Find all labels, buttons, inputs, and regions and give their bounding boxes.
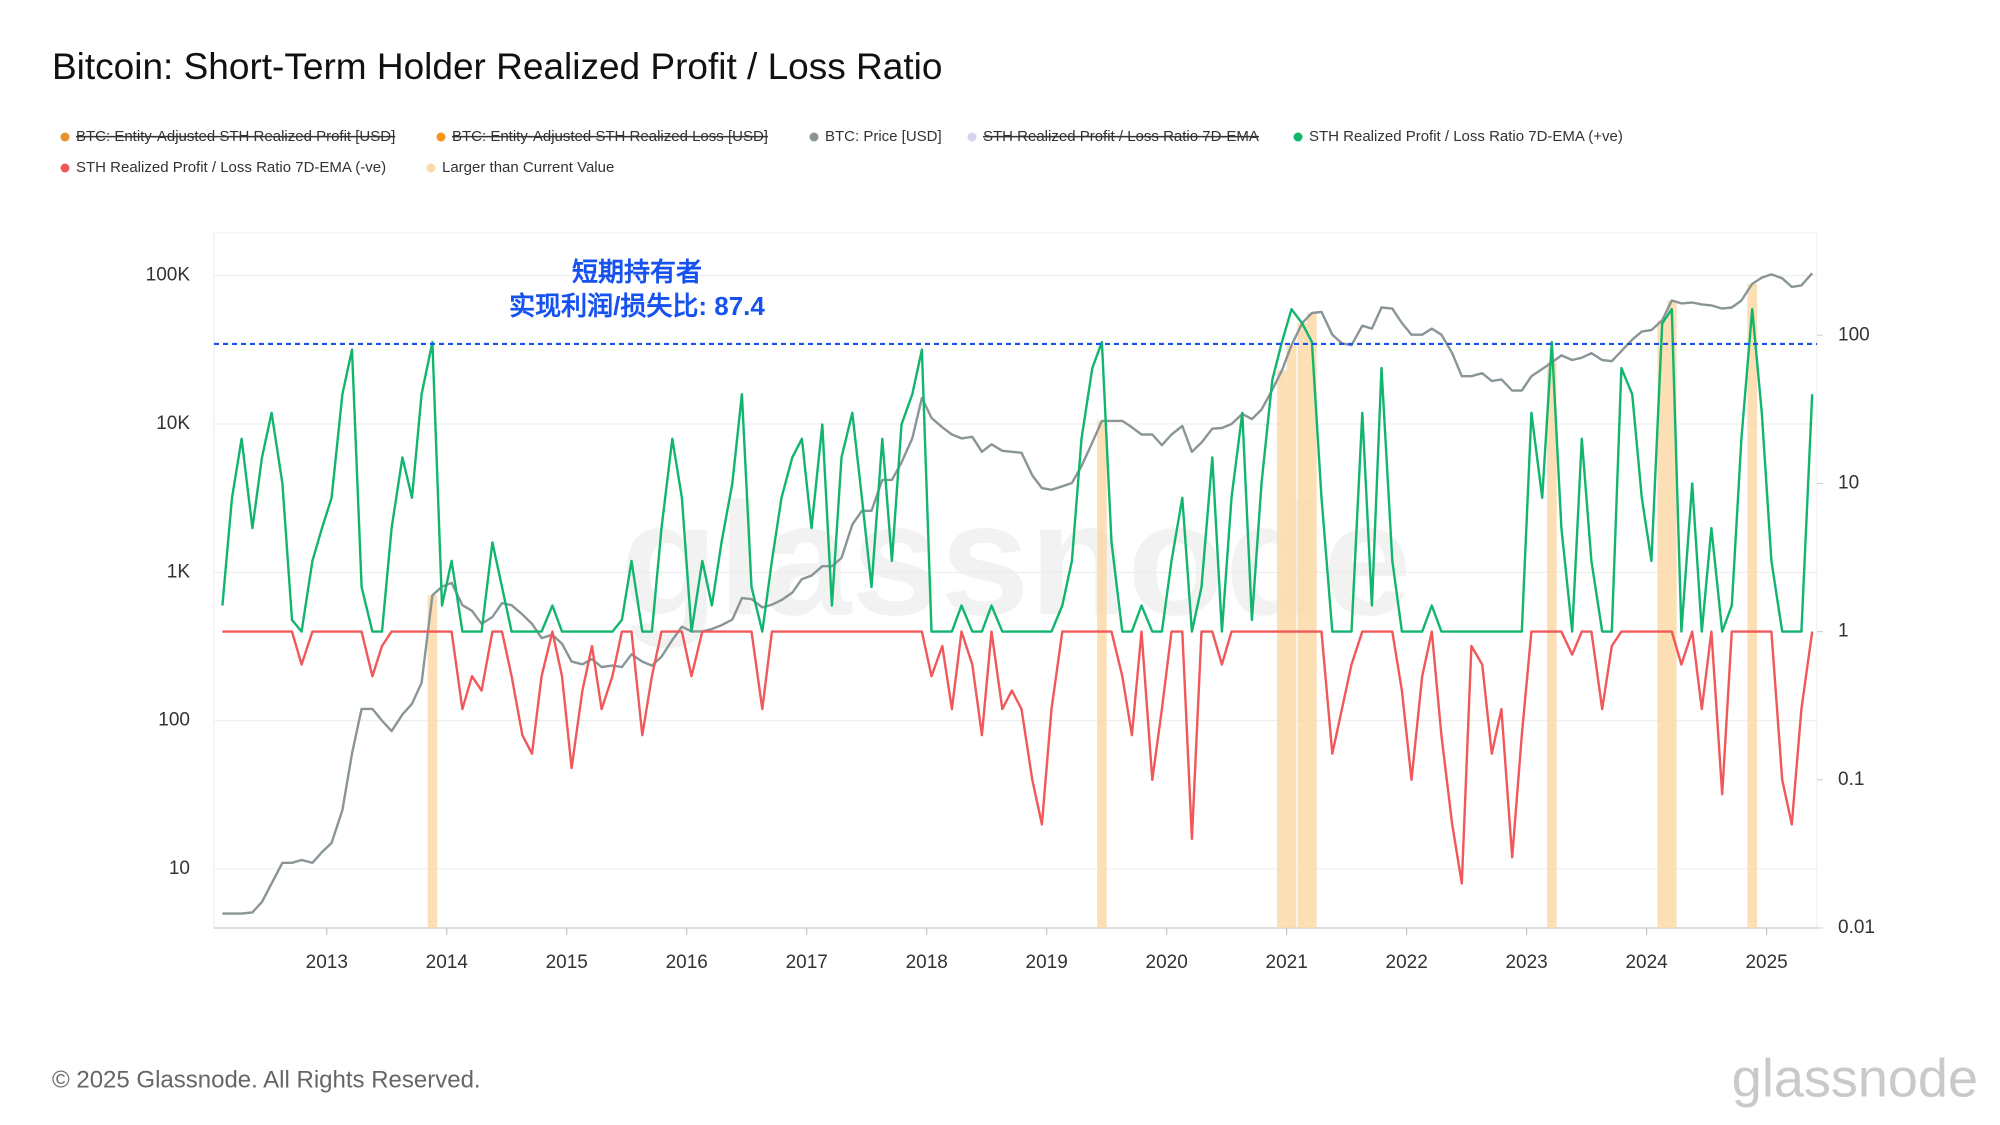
y2-tick-label: 0.1 (1838, 769, 1864, 790)
legend-label: BTC: Entity-Adjusted STH Realized Profit… (76, 128, 395, 145)
series-line (221, 308, 1814, 633)
y-tick-label: 10K (156, 413, 190, 434)
legend-item[interactable]: STH Realized Profit / Loss Ratio 7D-EMA … (60, 159, 387, 176)
legend-swatch (60, 163, 70, 173)
annotation: 实现利润/损失比: 87.4 (509, 291, 765, 321)
footer: © 2025 Glassnode. All Rights Reserved. (52, 1066, 481, 1093)
x-tick-label: 2022 (1386, 952, 1428, 973)
legend-item[interactable]: Larger than Current Value (426, 159, 615, 176)
band (1547, 362, 1557, 928)
legend-swatch (967, 132, 977, 142)
band (427, 595, 438, 928)
x-tick-label: 2024 (1625, 952, 1668, 973)
legend-swatch (60, 132, 70, 142)
series-line (222, 272, 1814, 915)
band (1277, 370, 1287, 928)
y-tick-label: 1K (167, 561, 191, 582)
y2-tick-label: 10 (1838, 472, 1859, 493)
x-tick-label: 2021 (1266, 952, 1308, 973)
band (1297, 322, 1308, 929)
x-tick-label: 2013 (306, 952, 348, 973)
y-tick-label: 100 (158, 710, 190, 731)
legend-swatch (436, 132, 446, 142)
legend-label: Larger than Current Value (442, 159, 614, 176)
legend-item[interactable]: BTC: Entity-Adjusted STH Realized Loss [… (436, 128, 768, 145)
x-tick-label: 2016 (666, 952, 708, 973)
y2-tick-label: 0.01 (1838, 917, 1875, 938)
logo: glassnode (1732, 1048, 1978, 1108)
x-tick-label: 2015 (546, 952, 588, 973)
band (1657, 320, 1668, 928)
band (1286, 345, 1297, 928)
band (1667, 300, 1677, 928)
x-tick-label: 2023 (1505, 952, 1547, 973)
y2-tick-label: 100 (1838, 324, 1870, 345)
x-tick-label: 2025 (1745, 952, 1787, 973)
x-tick-label: 2014 (426, 952, 469, 973)
y-tick-label: 10 (169, 858, 190, 879)
legend-label: BTC: Entity-Adjusted STH Realized Loss [… (452, 128, 768, 145)
series-line (222, 630, 1814, 885)
legend-label: STH Realized Profit / Loss Ratio 7D-EMA … (76, 159, 386, 176)
legend-label: STH Realized Profit / Loss Ratio 7D-EMA … (1309, 128, 1623, 145)
legend-swatch (809, 132, 819, 142)
legend-label: STH Realized Profit / Loss Ratio 7D-EMA (983, 128, 1259, 145)
x-tick-label: 2017 (786, 952, 828, 973)
legend-swatch (1293, 132, 1303, 142)
y-tick-label: 100K (146, 265, 191, 286)
x-tick-label: 2020 (1146, 952, 1188, 973)
legend-label: BTC: Price [USD] (825, 128, 942, 145)
band (1747, 283, 1758, 928)
band (1097, 420, 1107, 928)
legend-item[interactable]: STH Realized Profit / Loss Ratio 7D-EMA (967, 128, 1259, 145)
annotation: 短期持有者 (572, 257, 702, 287)
legend-item[interactable]: BTC: Entity-Adjusted STH Realized Profit… (60, 128, 396, 145)
legend-item[interactable]: BTC: Price [USD] (809, 128, 942, 145)
x-tick-label: 2019 (1026, 952, 1068, 973)
legend-item[interactable]: STH Realized Profit / Loss Ratio 7D-EMA … (1293, 128, 1623, 145)
legend-swatch (426, 163, 436, 173)
x-tick-label: 2018 (906, 952, 948, 973)
chart-title: Bitcoin: Short-Term Holder Realized Prof… (52, 46, 942, 87)
y2-tick-label: 1 (1838, 621, 1849, 642)
band (1307, 313, 1317, 928)
